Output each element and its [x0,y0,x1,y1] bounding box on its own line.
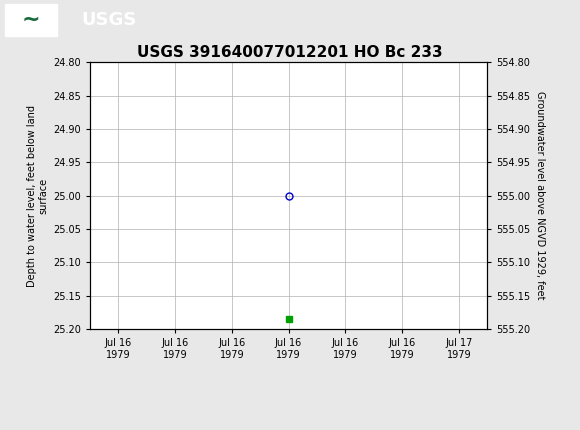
Text: USGS 391640077012201 HO Bc 233: USGS 391640077012201 HO Bc 233 [137,45,443,60]
Bar [5,4,57,36]
Text: USGS: USGS [81,11,136,29]
Y-axis label: Depth to water level, feet below land
surface: Depth to water level, feet below land su… [27,104,49,287]
Text: ~: ~ [21,10,40,30]
Y-axis label: Groundwater level above NGVD 1929, feet: Groundwater level above NGVD 1929, feet [535,92,545,300]
